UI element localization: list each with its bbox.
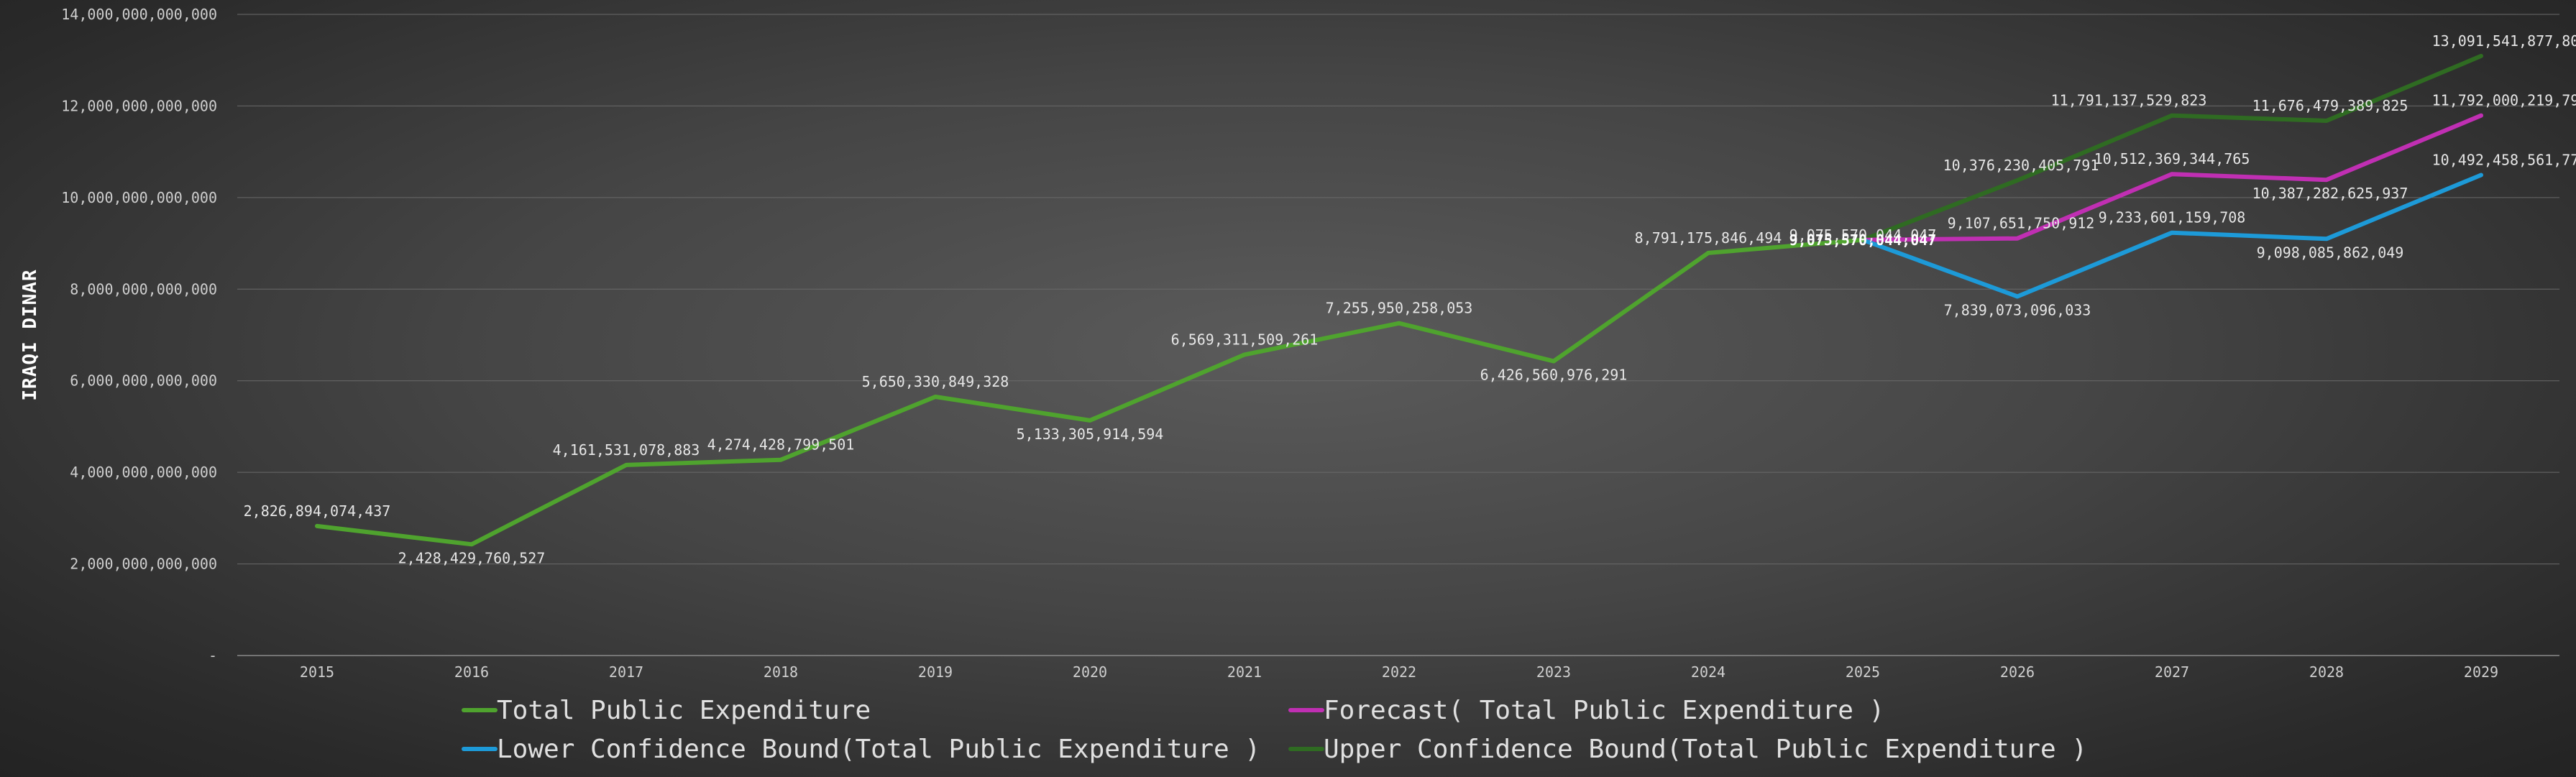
series-line-forecast-total-public-expenditure — [1861, 113, 2483, 242]
data-label: 5,133,305,914,594 — [1017, 426, 1164, 443]
legend-item-lower-confidence-bound-total-public-expenditure[interactable]: Lower Confidence Bound(Total Public Expe… — [462, 735, 1260, 764]
data-label: 9,098,085,862,049 — [2257, 244, 2404, 261]
data-label: 10,376,230,405,791 — [1943, 157, 2099, 174]
data-label: 4,274,428,799,501 — [707, 436, 855, 454]
y-tick-label: 14,000,000,000,000 — [61, 6, 217, 23]
y-tick-label: 4,000,000,000,000 — [70, 464, 217, 481]
data-label: 2,428,429,760,527 — [398, 549, 546, 566]
data-label: 10,512,369,344,765 — [2094, 150, 2250, 167]
data-label: 6,426,560,976,291 — [1480, 367, 1628, 384]
legend-item-forecast-total-public-expenditure[interactable]: Forecast( Total Public Expenditure ) — [1288, 696, 1884, 725]
data-label: 11,676,479,389,825 — [2252, 97, 2408, 114]
y-axis-title: IRAQI DINAR — [19, 269, 41, 400]
data-label: 5,650,330,849,328 — [862, 373, 1009, 390]
series-line-lower-confidence-bound-total-public-expenditure — [1861, 173, 2483, 299]
x-tick-label: 2023 — [1536, 663, 1571, 681]
legend-label: Upper Confidence Bound(Total Public Expe… — [1324, 735, 2087, 764]
x-tick-label: 2029 — [2464, 663, 2498, 681]
legend-label: Total Public Expenditure — [497, 696, 871, 725]
data-label: 11,792,000,219,790 — [2432, 92, 2576, 109]
x-tick-label: 2016 — [454, 663, 489, 681]
data-label: 9,233,601,159,708 — [2099, 209, 2246, 226]
data-label: 2,826,894,074,437 — [244, 502, 391, 520]
y-tick-label: 12,000,000,000,000 — [61, 97, 217, 114]
x-tick-label: 2026 — [2000, 663, 2035, 681]
legend-label: Lower Confidence Bound(Total Public Expe… — [497, 735, 1260, 764]
y-tick-label: 2,000,000,000,000 — [70, 556, 217, 573]
y-axis-ticks: - 2,000,000,000,000 4,000,000,000,000 6,000… — [61, 6, 217, 664]
x-tick-label: 2028 — [2309, 663, 2344, 681]
x-tick-label: 2020 — [1073, 663, 1107, 681]
series-line-total-public-expenditure — [315, 237, 1865, 547]
data-label: 13,091,541,877,807 — [2432, 32, 2576, 50]
data-label: 10,492,458,561,772 — [2432, 151, 2576, 168]
x-tick-label: 2022 — [1382, 663, 1416, 681]
x-tick-label: 2017 — [609, 663, 643, 681]
y-tick-label: - — [208, 647, 217, 664]
y-tick-label: 8,000,000,000,000 — [70, 280, 217, 298]
data-label: 4,161,531,078,883 — [553, 441, 700, 459]
x-tick-label: 2018 — [764, 663, 798, 681]
legend-item-upper-confidence-bound-total-public-expenditure[interactable]: Upper Confidence Bound(Total Public Expe… — [1288, 735, 2087, 764]
data-label: 11,791,137,529,823 — [2051, 92, 2207, 109]
x-tick-label: 2015 — [300, 663, 334, 681]
legend-item-total-public-expenditure[interactable]: Total Public Expenditure — [462, 696, 871, 725]
data-labels: 2,826,894,074,437 2,428,429,760,527 4,161,… — [244, 32, 2576, 566]
legend: Total Public Expenditure Forecast( Total … — [462, 696, 2087, 764]
x-tick-label: 2027 — [2155, 663, 2189, 681]
y-tick-label: 6,000,000,000,000 — [70, 372, 217, 390]
series-line-upper-confidence-bound-total-public-expenditure — [1861, 53, 2483, 242]
data-label: 10,387,282,625,937 — [2252, 185, 2408, 202]
data-label: 8,791,175,846,494 — [1635, 229, 1782, 247]
x-tick-label: 2021 — [1227, 663, 1262, 681]
x-tick-label: 2024 — [1691, 663, 1725, 681]
x-tick-label: 2025 — [1846, 663, 1880, 681]
data-label-junction: 9,075,570,044,047 — [1789, 231, 1937, 249]
data-label: 9,107,651,750,912 — [1948, 215, 2095, 232]
data-label: 6,569,311,509,261 — [1171, 331, 1319, 348]
gridlines — [237, 14, 2559, 656]
y-tick-label: 10,000,000,000,000 — [61, 189, 217, 206]
data-label: 7,839,073,096,033 — [1944, 302, 2091, 319]
data-label: 7,255,950,258,053 — [1326, 300, 1473, 317]
x-axis-ticks: 2015 2016 2017 2018 2019 2020 2021 2022 2023 2024… — [300, 663, 2498, 681]
x-tick-label: 2019 — [918, 663, 953, 681]
legend-label: Forecast( Total Public Expenditure ) — [1324, 696, 1884, 725]
data-label: 9,075,570,044,047 — [1789, 226, 1937, 244]
series-lines — [315, 53, 2483, 547]
